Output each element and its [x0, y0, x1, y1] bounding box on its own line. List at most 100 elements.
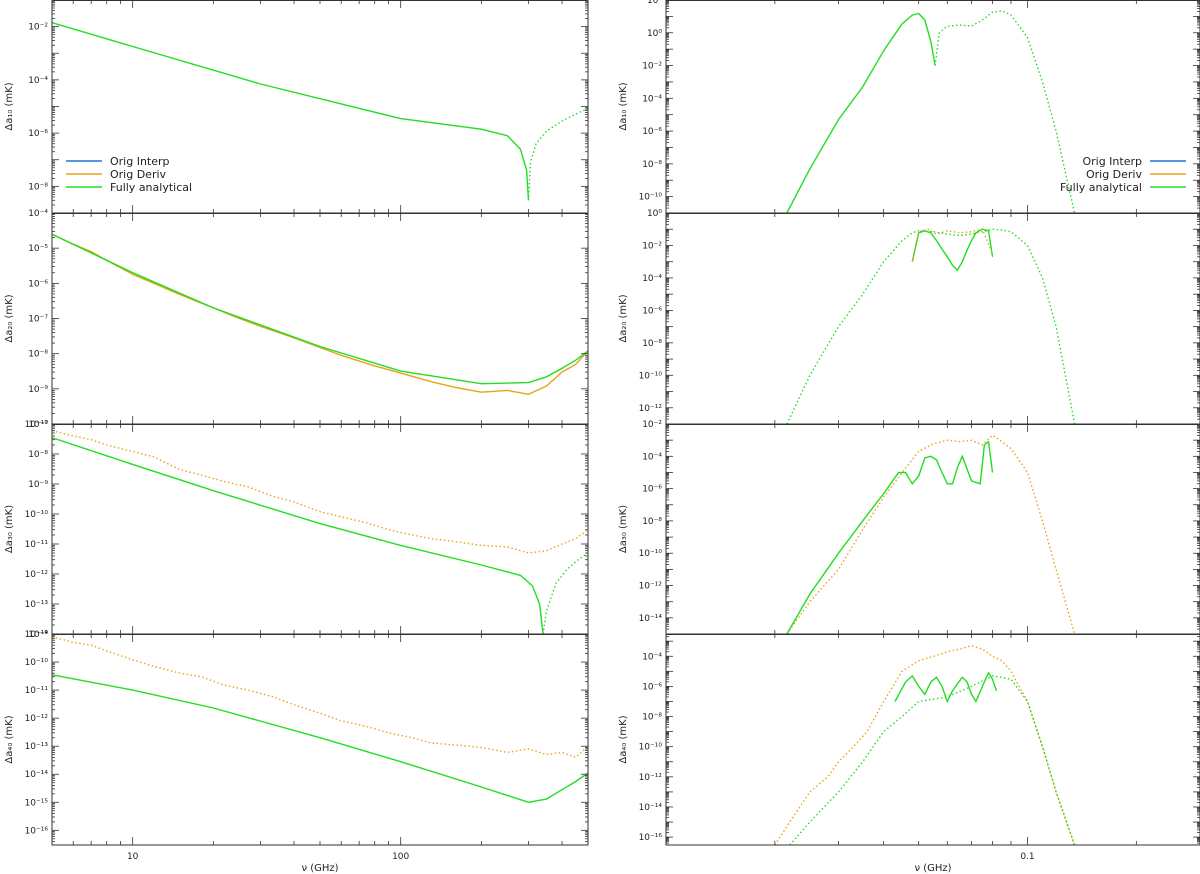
y-tick-label: 10⁻⁴ [642, 452, 662, 462]
y-tick-label: 10⁻¹⁰ [25, 658, 49, 668]
series-line-fully-analytical [786, 440, 994, 634]
y-tick-label: 10⁻⁸ [642, 160, 662, 170]
y-tick-label: 10⁻⁶ [28, 279, 48, 289]
y-tick-label: 10⁻⁶ [28, 129, 48, 139]
legend-label: Fully analytical [110, 181, 192, 194]
y-tick-label: 10⁻⁸ [28, 450, 48, 460]
y-tick-label: 10⁻¹⁶ [639, 833, 663, 843]
y-tick-label: 10⁻⁴ [642, 652, 662, 662]
y-tick-label: 10⁻⁹ [28, 630, 48, 640]
y-axis-label: Δa₃₀ (mK) [618, 505, 629, 553]
y-tick-label: 10⁻⁷ [28, 315, 48, 325]
y-tick-label: 10⁰ [647, 29, 662, 39]
y-tick-label: 10⁻¹⁰ [25, 510, 49, 520]
y-tick-label: 10⁻⁷ [28, 420, 48, 430]
y-tick-label: 10⁻² [642, 62, 662, 72]
series-line-fully-analytical [786, 228, 1076, 424]
y-tick-label: 10⁻¹⁰ [639, 193, 663, 203]
legend-label: Orig Deriv [1086, 168, 1143, 181]
series-group [52, 233, 588, 396]
series-line-fully-analytical [934, 10, 1076, 213]
series-group [786, 10, 1076, 213]
y-axis-label: Δa₂₀ (mK) [4, 294, 15, 342]
y-tick-label: 10⁻⁴ [642, 94, 662, 104]
panel-left-a20: 10⁻¹⁰ 10⁻⁹ 10⁻⁸ 10⁻⁷ 10⁻⁶ 10⁻⁵ 10⁻⁴ Δa₂₀ (mK) [4, 209, 589, 430]
panel-right-a40: 10⁻¹⁶ 10⁻¹⁴ 10⁻¹² 10⁻¹⁰ 10⁻⁸ 10⁻⁶ 10⁻⁴ 0.1 Δa₄₀ … [618, 633, 1200, 874]
legend-label: Orig Interp [110, 155, 170, 168]
y-tick-label: 10⁻⁶ [642, 682, 662, 692]
y-tick-label: 10⁻¹⁴ [25, 770, 49, 780]
y-tick-label: 10⁻⁶ [642, 485, 662, 495]
series-line-orig-deriv [774, 644, 1076, 845]
panel-left-a10: 10⁻⁸ 10⁻⁶ 10⁻⁴ 10⁻² Δa₁₀ (mK) Orig InterpOrig… [4, 0, 589, 214]
y-tick-label: 10⁻⁵ [28, 244, 48, 254]
legend-label: Orig Deriv [110, 168, 167, 181]
y-tick-label: 10⁻¹⁶ [25, 826, 49, 836]
x-axis-label: ν (GHz) [914, 863, 951, 874]
y-tick-label: 10⁻² [642, 241, 662, 251]
x-tick-label: 10 [127, 852, 139, 862]
series-line-orig-deriv [52, 233, 588, 396]
y-tick-label: 10⁻¹⁴ [639, 803, 663, 813]
series-group [52, 22, 588, 201]
panel-right-a10: 10⁻¹⁰ 10⁻⁸ 10⁻⁶ 10⁻⁴ 10⁻² 10⁰ 10² Δa₁₀ (mK) Orig… [618, 0, 1200, 214]
y-tick-label: 10⁻⁶ [642, 306, 662, 316]
series-line-fully-analytical [786, 12, 936, 213]
y-tick-label: 10⁻⁸ [28, 182, 48, 192]
y-tick-label: 10⁻¹² [25, 570, 49, 580]
y-tick-label: 10⁻⁹ [28, 480, 48, 490]
y-tick-label: 10⁻¹⁵ [25, 798, 49, 808]
series-line-orig-deriv [911, 228, 994, 262]
y-tick-label: 10⁻¹¹ [25, 540, 49, 550]
y-tick-label: 10⁻¹¹ [25, 686, 49, 696]
y-tick-label: 10⁻¹² [25, 714, 49, 724]
y-axis-label: Δa₄₀ (mK) [4, 715, 15, 763]
series-line-fully-analytical [52, 233, 588, 385]
y-axis-label: Δa₁₀ (mK) [618, 82, 629, 130]
series-group [786, 434, 1076, 634]
y-tick-label: 10⁻¹³ [25, 600, 49, 610]
y-tick-label: 10⁻² [642, 420, 662, 430]
panel-left-a30: 10⁻¹⁴ 10⁻¹³ 10⁻¹² 10⁻¹¹ 10⁻¹⁰ 10⁻⁹ 10⁻⁸ 10⁻⁷ Δa₃… [4, 420, 589, 640]
y-axis-label: Δa₁₀ (mK) [4, 82, 15, 130]
y-tick-label: 10⁻¹² [639, 773, 663, 783]
y-tick-label: 10⁻⁴ [642, 274, 662, 284]
series-group [774, 644, 1076, 845]
y-tick-label: 10⁻¹² [639, 582, 663, 592]
y-tick-label: 10⁻⁸ [642, 517, 662, 527]
series-line-fully-analytical [789, 675, 1076, 845]
panel-left-a40: 10⁻¹⁶10⁻¹⁵10⁻¹⁴10⁻¹³10⁻¹²10⁻¹¹10⁻¹⁰10⁻⁹1… [4, 630, 589, 874]
series-line-orig-deriv [786, 434, 1076, 634]
y-tick-label: 10⁻¹⁰ [639, 549, 663, 559]
y-tick-label: 10⁰ [647, 209, 662, 219]
y-tick-label: 10⁻¹⁰ [25, 420, 49, 430]
y-tick-label: 10⁻⁴ [28, 76, 48, 86]
y-tick-label: 10⁻² [28, 23, 48, 33]
y-tick-label: 10⁻⁶ [642, 127, 662, 137]
y-tick-label: 10⁻¹⁴ [25, 630, 49, 640]
y-tick-label: 10⁻⁴ [28, 209, 48, 219]
y-tick-label: 10⁻⁸ [28, 350, 48, 360]
series-line-fully-analytical [52, 22, 530, 201]
y-tick-label: 10² [647, 0, 662, 6]
series-line-fully-analytical [52, 437, 544, 634]
y-tick-label: 10⁻¹⁴ [639, 614, 663, 624]
y-axis-label: Δa₂₀ (mK) [618, 294, 629, 342]
legend-label: Fully analytical [1060, 181, 1142, 194]
y-tick-label: 10⁻⁸ [642, 713, 662, 723]
y-axis-label: Δa₄₀ (mK) [618, 715, 629, 763]
series-group [786, 228, 1076, 424]
x-tick-label: 0.1 [1020, 852, 1034, 862]
series-line-fully-analytical [911, 228, 994, 272]
x-tick-label: 100 [392, 852, 409, 862]
y-tick-label: 10⁻⁸ [642, 339, 662, 349]
series-group [52, 430, 588, 634]
y-tick-label: 10⁻⁹ [28, 385, 48, 395]
legend-label: Orig Interp [1082, 155, 1142, 168]
series-group [52, 636, 588, 804]
series-line-fully-analytical [52, 674, 588, 804]
